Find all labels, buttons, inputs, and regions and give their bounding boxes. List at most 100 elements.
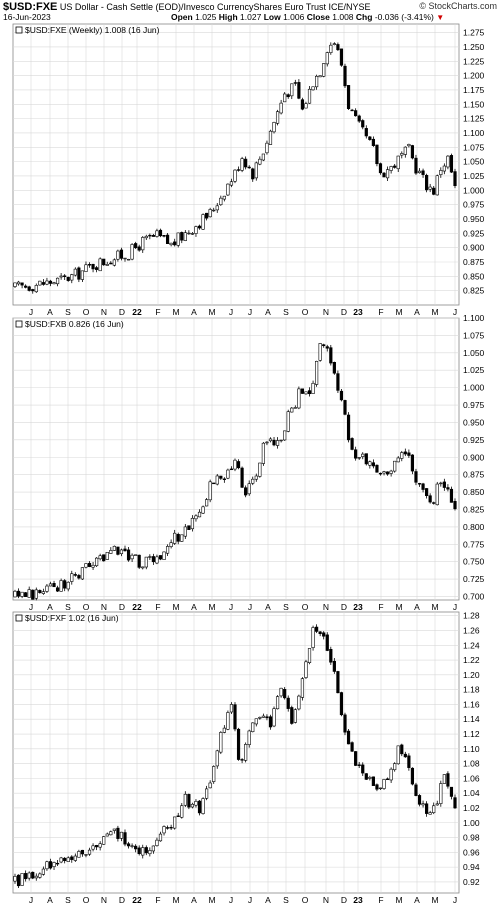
candle-body — [169, 242, 173, 246]
candle-body — [311, 627, 315, 648]
candle-body — [63, 580, 67, 589]
candle-body — [354, 751, 358, 766]
x-tick-label: J — [453, 895, 457, 905]
candle-body — [240, 158, 244, 171]
candle-body — [98, 843, 102, 848]
candle-body — [297, 82, 301, 99]
candle-body — [336, 44, 340, 51]
candle-body — [279, 687, 283, 697]
candle-body — [222, 195, 226, 200]
candle-body — [52, 583, 56, 588]
candle-body — [425, 803, 429, 814]
candle-body — [16, 874, 21, 887]
candle-body — [293, 82, 297, 84]
candle-body — [105, 552, 109, 560]
candle-body — [275, 440, 280, 446]
candle-body — [293, 709, 297, 723]
candle-body — [410, 454, 415, 472]
candle-body — [290, 707, 294, 724]
x-tick-label: M — [431, 307, 438, 317]
candle-body — [254, 475, 258, 480]
candle-body — [205, 788, 209, 799]
candle-body — [201, 798, 205, 814]
candle-body — [279, 102, 283, 114]
candle-body — [311, 382, 315, 394]
candle-body — [265, 716, 269, 719]
close-label: Close — [306, 12, 330, 22]
x-tick-label: J — [229, 307, 233, 317]
candle-body — [226, 469, 230, 479]
close-value: 1.008 — [332, 12, 354, 22]
candle-body — [116, 827, 120, 839]
candle-body — [165, 827, 170, 829]
candle-body — [304, 391, 308, 395]
candle-body — [417, 795, 422, 805]
candle-body — [393, 165, 397, 168]
candle-body — [130, 244, 134, 260]
y-tick-label: 0.950 — [463, 214, 485, 224]
candle-body — [91, 263, 95, 270]
candle-body — [446, 155, 450, 168]
candle-body — [261, 715, 265, 718]
candle-body — [155, 230, 159, 237]
candle-body — [219, 475, 223, 479]
candle-body — [48, 861, 53, 869]
x-tick-label: A — [191, 602, 197, 612]
y-tick-label: 1.00 — [463, 818, 480, 828]
candle-body — [20, 591, 24, 597]
y-tick-label: 1.200 — [463, 71, 485, 81]
candle-body — [162, 826, 166, 834]
candle-body — [41, 591, 45, 594]
candle-body — [77, 851, 81, 858]
candle-body — [236, 728, 241, 760]
candle-body — [407, 755, 411, 768]
candle-body — [407, 143, 411, 147]
candle-body — [73, 574, 77, 576]
candle-body — [215, 205, 219, 211]
high-label: High — [218, 12, 238, 22]
candle-body — [236, 169, 241, 171]
candle-body — [80, 567, 85, 580]
candle-body — [251, 722, 255, 733]
candle-body — [361, 453, 365, 457]
candle-body — [350, 438, 354, 450]
candle-body — [300, 678, 305, 698]
candle-body — [300, 99, 305, 110]
candle-body — [279, 439, 283, 442]
candle-body — [102, 554, 106, 562]
candle-body — [84, 264, 88, 272]
candle-body — [410, 767, 415, 785]
candle-body — [137, 554, 141, 568]
candle-body — [400, 744, 404, 755]
y-tick-label: 0.700 — [463, 592, 485, 602]
candle-body — [378, 787, 383, 790]
y-tick-label: 0.725 — [463, 574, 485, 584]
candle-body — [300, 388, 305, 394]
header-title-row: $USD:FXE US Dollar - Cash Settle (EOD)/I… — [3, 1, 371, 13]
candle-body — [261, 153, 265, 161]
candle-body — [219, 197, 223, 206]
candle-body — [421, 483, 425, 490]
candle-body — [66, 581, 70, 590]
x-tick-label: A — [414, 602, 420, 612]
candle-body — [126, 258, 131, 261]
candle-body — [201, 214, 205, 230]
candle-body — [382, 471, 386, 474]
brand-logo[interactable]: © StockCharts.com — [419, 1, 497, 11]
candle-body — [449, 488, 454, 503]
panel-title: $USD:FXB 0.826 (16 Jun) — [25, 319, 124, 329]
x-tick-label: F — [378, 307, 383, 317]
candle-body — [307, 88, 312, 104]
y-tick-label: 0.850 — [463, 271, 485, 281]
candle-body — [403, 146, 407, 155]
candle-body — [410, 145, 415, 159]
y-tick-label: 1.100 — [463, 313, 485, 323]
candle-body — [187, 525, 191, 530]
candle-body — [201, 506, 205, 514]
candle-body — [322, 344, 326, 347]
candle-body — [396, 745, 400, 765]
candle-body — [169, 542, 173, 547]
candle-body — [304, 661, 308, 678]
candle-body — [346, 85, 351, 109]
